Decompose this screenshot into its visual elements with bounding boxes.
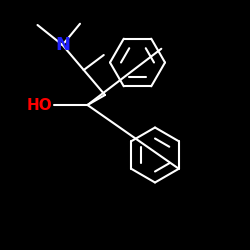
Text: HO: HO bbox=[27, 98, 53, 112]
Text: N: N bbox=[55, 36, 70, 54]
